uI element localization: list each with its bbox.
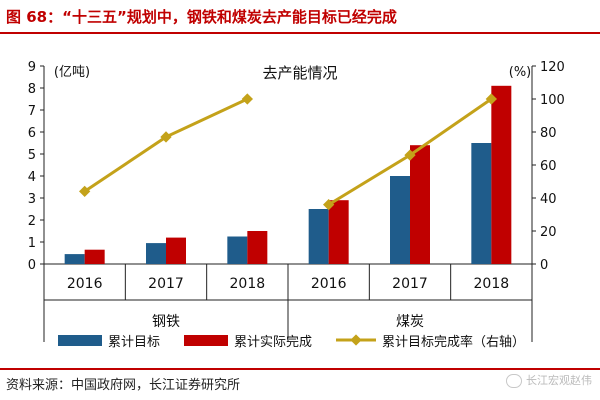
y-tick-label: 6 — [28, 126, 36, 141]
y-tick-label: 7 — [28, 104, 36, 119]
chart: 0 1 2 3 4 5 6 7 8 9 0 20 40 60 80 100 120 2016 2017 2018 201… — [28, 60, 565, 350]
x-tick-label: 2017 — [392, 276, 428, 292]
x-tick-label: 2016 — [67, 276, 103, 292]
legend-label-rate: 累计目标完成率（右轴） — [382, 334, 525, 350]
y-tick-label: 4 — [28, 170, 36, 185]
group-label: 钢铁 — [152, 314, 180, 330]
y2-tick-label: 120 — [540, 60, 565, 75]
y2-tick-label: 100 — [540, 93, 565, 108]
source-note: 资料来源：中国政府网，长江证券研究所 — [6, 378, 241, 393]
target-bar — [227, 236, 248, 264]
y-axis-label: (亿吨) — [54, 65, 90, 80]
rate-point — [404, 149, 416, 161]
actual-bar — [84, 249, 105, 264]
rate-point — [241, 93, 253, 105]
y-tick-label: 8 — [28, 82, 36, 97]
y-tick-label: 0 — [28, 258, 36, 273]
y-tick-label: 1 — [28, 236, 36, 251]
y-tick-label: 5 — [28, 148, 36, 163]
target-bar — [308, 209, 329, 264]
y2-tick-label: 60 — [540, 159, 557, 174]
y2-tick-label: 20 — [540, 225, 557, 240]
wechat-icon — [506, 374, 522, 388]
x-tick-label: 2018 — [230, 276, 266, 292]
title-rule — [0, 32, 600, 34]
source-rule — [0, 368, 600, 370]
actual-bar — [410, 145, 430, 264]
chart-legend: 累计目标 累计实际完成 累计目标完成率（右轴） — [58, 334, 525, 350]
legend-marker-rate — [350, 334, 362, 346]
actual-bar — [247, 231, 268, 264]
target-bar — [64, 254, 85, 264]
legend-swatch-target — [58, 335, 102, 346]
actual-bar — [491, 85, 512, 264]
legend-label-target: 累计目标 — [108, 335, 160, 350]
x-tick-label: 2018 — [474, 276, 510, 292]
actual-bar — [166, 237, 186, 264]
y-tick-label: 9 — [28, 60, 36, 75]
chart-title: 去产能情况 — [262, 64, 337, 82]
target-bar — [390, 176, 410, 264]
legend-label-actual: 累计实际完成 — [234, 335, 312, 350]
y2-tick-label: 80 — [540, 126, 557, 141]
target-bar — [146, 243, 166, 264]
target-bar — [471, 143, 492, 264]
chart-axes: 0 1 2 3 4 5 6 7 8 9 0 20 40 60 80 100 120 2016 2017 2018 201… — [28, 60, 565, 342]
y2-axis-label: (%) — [509, 65, 532, 80]
y-tick-label: 2 — [28, 214, 36, 229]
chart-bars — [64, 85, 512, 264]
legend-swatch-actual — [184, 335, 228, 346]
watermark: 长江宏观赵伟 — [506, 372, 592, 388]
y2-tick-label: 40 — [540, 192, 557, 207]
actual-bar — [328, 200, 349, 264]
rate-line — [83, 97, 248, 193]
figure-title: 图 68：“十三五”规划中，钢铁和煤炭去产能目标已经完成 — [6, 8, 397, 26]
chart-line — [79, 93, 497, 211]
watermark-text: 长江宏观赵伟 — [526, 374, 592, 387]
group-label: 煤炭 — [396, 314, 424, 330]
x-tick-label: 2016 — [311, 276, 347, 292]
y-tick-label: 3 — [28, 192, 36, 207]
y2-tick-label: 0 — [540, 258, 548, 273]
rate-point — [323, 198, 335, 211]
x-tick-label: 2017 — [148, 276, 184, 292]
